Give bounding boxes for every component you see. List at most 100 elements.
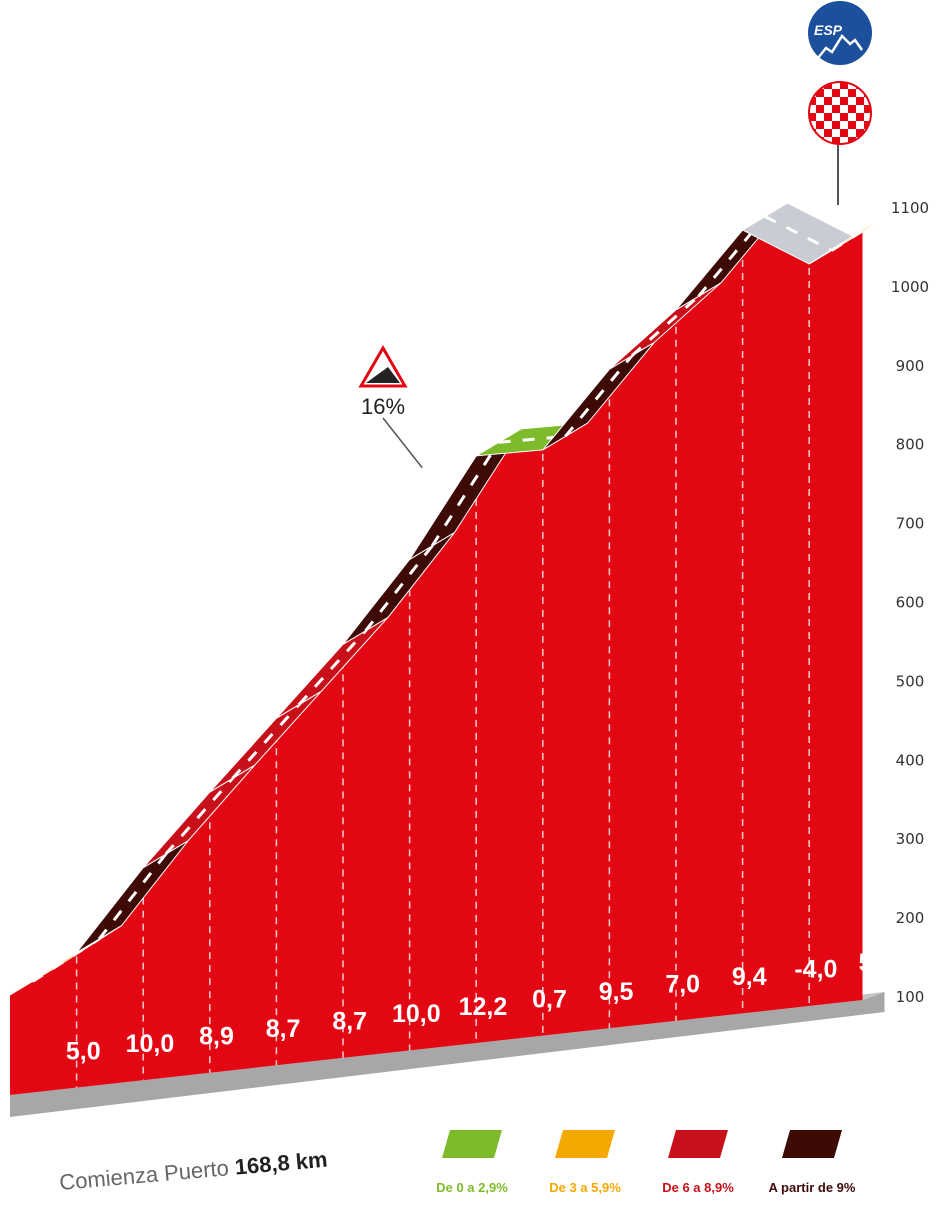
checker-square — [848, 121, 856, 129]
km-tick-label: 2 — [180, 1098, 191, 1119]
road-centerline — [231, 703, 301, 780]
km-tick-label: 7 — [513, 1061, 524, 1082]
gradient-label: 12,2 — [459, 993, 508, 1021]
gradient-label: 10,0 — [126, 1030, 175, 1058]
road-centerline — [830, 215, 886, 252]
legend-swatch — [442, 1130, 502, 1158]
checker-square — [824, 97, 832, 105]
y-tick-label: 1100 — [891, 199, 929, 217]
km-tick-label: 11 — [775, 1031, 795, 1052]
checker-square — [856, 113, 864, 121]
gradient-label: 8,7 — [332, 1008, 367, 1036]
footer-distance: 168,8 km — [234, 1147, 329, 1180]
checker-square — [840, 113, 848, 121]
km-tick-label: 10 — [707, 1039, 728, 1060]
checker-square — [832, 105, 840, 113]
legend: De 0 a 2,9% De 3 a 5,9% De 6 a 8,9% A parti… — [436, 1130, 856, 1195]
gradient-label: 5,0 — [66, 1037, 101, 1065]
checker-square — [824, 113, 832, 121]
checker-square — [832, 121, 840, 129]
km-tick-label: 1 — [113, 1106, 124, 1127]
km-tick-label: 0 — [47, 1113, 58, 1134]
road-centerline — [430, 441, 500, 547]
gradient-labels: 5,0 10,0 8,9 8,7 8,7 10,0 12,2 0,7 9,5 7,0 9,4 -4,0… — [66, 949, 893, 1065]
km-tick-label: 4 — [313, 1083, 324, 1104]
checker-square — [816, 121, 824, 129]
gradient-label: 5,0 — [858, 949, 893, 977]
legend-swatch — [782, 1130, 842, 1158]
gradient-label: 8,7 — [266, 1015, 301, 1043]
checker-square — [840, 129, 848, 137]
gradient-label: 10,0 — [392, 1000, 441, 1028]
marker-dot — [421, 467, 427, 473]
y-tick-label: 200 — [896, 909, 925, 927]
km-tick-label: 12 — [841, 1024, 862, 1045]
checker-square — [824, 82, 832, 89]
mountain-peaks-icon — [817, 34, 864, 59]
checker-square — [832, 89, 840, 97]
checker-square — [856, 97, 864, 105]
gradient-label: 9,4 — [732, 963, 767, 991]
km-tick-label: 6 — [446, 1068, 457, 1089]
summit-markers: ESP — [808, 1, 872, 205]
legend-swatch — [555, 1130, 615, 1158]
road-centerline — [297, 629, 367, 706]
legend-swatch — [668, 1130, 728, 1158]
road-band — [9, 202, 908, 996]
y-tick-label: 700 — [896, 515, 925, 533]
checker-square — [848, 89, 856, 97]
legend-label: De 0 a 2,9% — [436, 1180, 508, 1195]
checker-square — [864, 105, 871, 113]
checker-square — [848, 137, 856, 144]
road-centerline — [164, 777, 234, 856]
gradient-label: 0,7 — [532, 985, 567, 1013]
gradient-label: 7,0 — [665, 970, 700, 998]
y-tick-label: 300 — [896, 830, 925, 848]
road-centerline — [630, 295, 700, 357]
checkered-ring — [808, 81, 872, 145]
footer-start-label: Comienza Puerto 168,8 km — [58, 1147, 328, 1195]
profile-face — [10, 230, 863, 1095]
y-tick-label: 500 — [896, 672, 925, 690]
km-tick-label: 9 — [646, 1046, 657, 1067]
checker-square — [809, 82, 816, 89]
gradient-label: 8,9 — [199, 1022, 234, 1050]
checker-square — [816, 89, 824, 97]
y-tick-label: 1000 — [891, 278, 929, 296]
base-front — [10, 992, 885, 1117]
legend-label: De 3 a 5,9% — [549, 1180, 621, 1195]
checker-square — [832, 137, 840, 144]
km-tick-label: 8 — [580, 1054, 591, 1075]
checker-square — [864, 137, 871, 144]
checker-square — [816, 105, 824, 113]
checker-square — [809, 97, 816, 105]
gradient-label: 9,5 — [599, 978, 634, 1006]
km-tick-label: 5 — [380, 1076, 391, 1097]
checker-square — [824, 129, 832, 137]
finish-checkered-icon — [809, 82, 871, 144]
mountain-logo-text: ESP — [814, 22, 843, 38]
y-tick-label: 900 — [896, 357, 925, 375]
slope-icon — [366, 367, 400, 383]
legend-label: De 6 a 8,9% — [662, 1180, 734, 1195]
checker-square — [809, 113, 816, 121]
y-axis: 100 200 300 400 500 600 700 800 900 1000 1100 — [891, 199, 929, 1006]
checker-square — [840, 82, 848, 89]
km-labels: 0 1 2 3 4 5 6 7 8 9 10 11 12 — [47, 1024, 862, 1134]
checker-square — [856, 129, 864, 137]
max-gradient-marker: 16% — [358, 345, 427, 473]
road-centerline — [564, 354, 634, 438]
y-tick-label: 800 — [896, 436, 925, 454]
footer-label: Comienza Puerto — [58, 1155, 230, 1195]
y-tick-label: 400 — [896, 751, 925, 769]
y-tick-label: 100 — [896, 988, 925, 1006]
max-gradient-label: 16% — [361, 394, 405, 419]
checker-square — [840, 97, 848, 105]
road-centerline — [697, 215, 767, 298]
gradient-label: -4,0 — [794, 956, 837, 984]
checker-square — [848, 105, 856, 113]
marker-leader-line — [382, 417, 425, 471]
legend-label: A partir de 9% — [769, 1180, 856, 1195]
y-tick-label: 600 — [896, 594, 925, 612]
